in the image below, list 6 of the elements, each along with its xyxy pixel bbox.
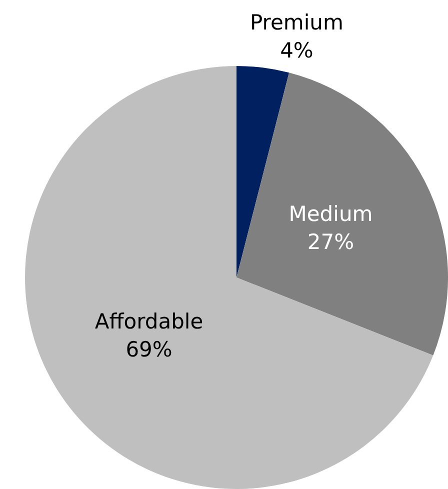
data-label: 27% xyxy=(307,230,354,254)
data-label: 4% xyxy=(280,38,314,63)
slice-label: Affordable xyxy=(94,309,204,334)
data-label: 69% xyxy=(126,337,172,362)
slice-label: Premium xyxy=(250,10,344,35)
slice-label: Medium xyxy=(288,202,373,226)
